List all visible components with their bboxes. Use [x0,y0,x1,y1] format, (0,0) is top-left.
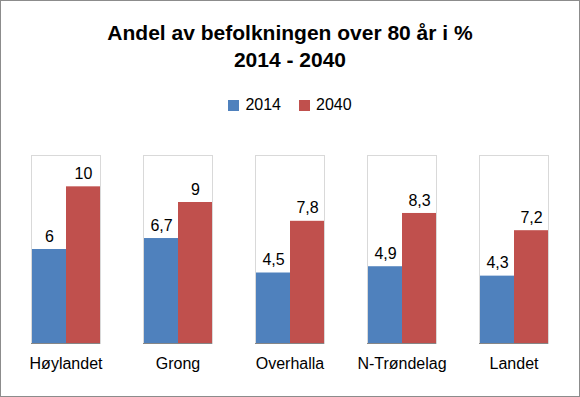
svg-text:Høylandet: Høylandet [30,355,103,372]
html-text:2014: 2014 [245,96,281,113]
svg-text:10: 10 [75,165,93,182]
html-text:2040: 2040 [316,96,352,113]
svg-text:4,9: 4,9 [374,245,396,262]
svg-text:Landet: Landet [490,355,539,372]
svg-text:N-Trøndelag: N-Trøndelag [357,355,446,372]
svg-text:6,7: 6,7 [150,217,172,234]
svg-text:9: 9 [191,181,200,198]
svg-text:6: 6 [45,228,54,245]
svg-text:4,5: 4,5 [262,251,284,268]
html-text:Andel av befolkningen over 80: Andel av befolkningen over 80 år i % [107,21,473,44]
html-text:2014 - 2040: 2014 - 2040 [233,48,346,71]
svg-text:8,3: 8,3 [408,192,430,209]
svg-text:Grong: Grong [156,355,200,372]
svg-text:7,8: 7,8 [296,199,318,216]
svg-text:Overhalla: Overhalla [256,355,325,372]
svg-text:7,2: 7,2 [520,209,542,226]
svg-text:4,3: 4,3 [486,254,508,271]
